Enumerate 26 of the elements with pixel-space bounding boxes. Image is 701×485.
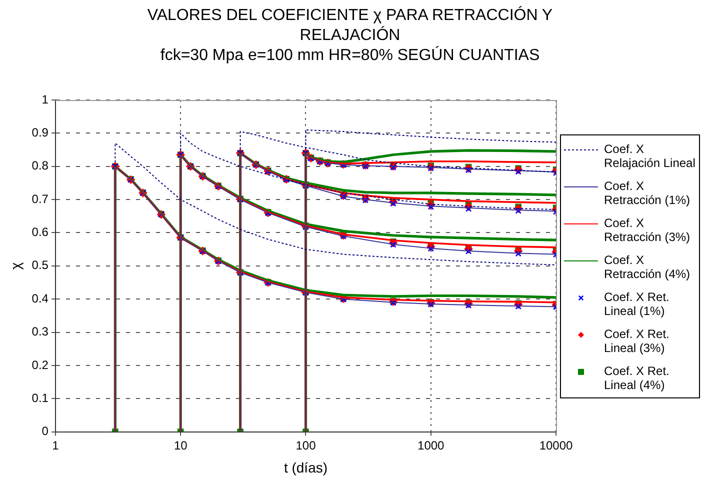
x-tick-label: 1 bbox=[52, 438, 60, 452]
x-axis-title: t (días) bbox=[284, 459, 328, 476]
y-axis-title: χ bbox=[7, 262, 24, 270]
y-tick-label: 1 bbox=[42, 92, 49, 106]
x-tick-label: 10 bbox=[174, 438, 188, 452]
legend-label: Coef. X Retracción (3%) bbox=[604, 216, 690, 244]
y-tick-label: 0.2 bbox=[32, 358, 49, 372]
legend-label: Coef. X Relajación Lineal bbox=[604, 142, 696, 170]
x-tick-label: 1000 bbox=[418, 438, 445, 452]
legend-label: Coef. X Ret. Lineal (4%) bbox=[604, 364, 670, 392]
legend-label: Coef. X Ret. Lineal (1%) bbox=[604, 290, 670, 318]
y-tick-label: 0 bbox=[42, 424, 49, 438]
legend-label: Coef. X Retracción (4%) bbox=[604, 253, 690, 282]
y-tick-label: 0.5 bbox=[32, 258, 49, 272]
x-tick-label: 100 bbox=[296, 438, 316, 452]
y-tick-label: 0.8 bbox=[32, 158, 49, 173]
y-tick-label: 0.9 bbox=[32, 125, 49, 140]
y-tick-label: 0.3 bbox=[32, 324, 49, 339]
y-tick-label: 0.4 bbox=[32, 291, 49, 306]
legend-label: Coef. X Ret. Lineal (3%) bbox=[604, 327, 670, 356]
chart-subtitle: fck=30 Mpa e=100 mm HR=80% SEGÚN CUANTIAS bbox=[159, 46, 541, 66]
legend-label: Coef. X Retracción (1%) bbox=[604, 179, 690, 208]
x-tick-label: 10000 bbox=[539, 438, 574, 452]
y-tick-label: 0.6 bbox=[32, 225, 49, 240]
y-tick-label: 0.7 bbox=[32, 192, 49, 206]
y-tick-label: 0.1 bbox=[32, 390, 49, 405]
